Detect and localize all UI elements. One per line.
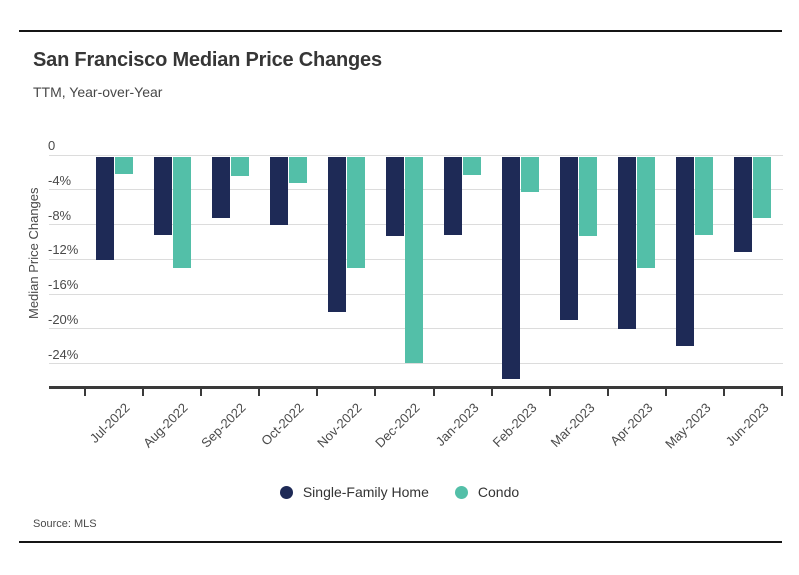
bar-single-family-home-jan-2023[interactable] bbox=[444, 156, 463, 235]
bottom-divider bbox=[19, 541, 782, 543]
x-axis-tick bbox=[258, 389, 261, 396]
bar-single-family-home-may-2023[interactable] bbox=[676, 156, 695, 347]
bar-single-family-home-oct-2022[interactable] bbox=[269, 156, 288, 225]
y-tick-label: -4% bbox=[48, 172, 72, 188]
legend: Single-Family Home Condo bbox=[0, 484, 799, 500]
x-axis-tick bbox=[200, 389, 203, 396]
bar-single-family-home-feb-2023[interactable] bbox=[502, 156, 521, 380]
bar-single-family-home-apr-2023[interactable] bbox=[618, 156, 637, 329]
y-tick-label: -12% bbox=[48, 242, 79, 258]
y-tick-label: -20% bbox=[48, 311, 79, 327]
x-axis-tick bbox=[548, 389, 551, 396]
gridline bbox=[49, 154, 783, 156]
bar-condo-dec-2022[interactable] bbox=[404, 156, 423, 363]
x-axis-tick bbox=[432, 389, 435, 396]
bar-condo-aug-2022[interactable] bbox=[172, 156, 191, 269]
y-tick-label: -16% bbox=[48, 277, 79, 293]
bar-single-family-home-sep-2022[interactable] bbox=[211, 156, 230, 218]
legend-item-single-family-home: Single-Family Home bbox=[279, 484, 429, 500]
bar-single-family-home-jun-2023[interactable] bbox=[734, 156, 753, 253]
bar-condo-jan-2023[interactable] bbox=[463, 156, 482, 175]
bar-single-family-home-jul-2022[interactable] bbox=[95, 156, 114, 261]
chart-subtitle: TTM, Year-over-Year bbox=[33, 84, 163, 100]
x-axis-tick bbox=[84, 389, 86, 396]
x-axis-tick bbox=[142, 389, 145, 396]
bar-single-family-home-mar-2023[interactable] bbox=[560, 156, 579, 321]
gridline bbox=[49, 363, 783, 365]
legend-circle-icon bbox=[454, 485, 468, 499]
legend-label: Condo bbox=[477, 484, 520, 500]
x-axis-tick bbox=[664, 389, 667, 396]
chart-title: San Francisco Median Price Changes bbox=[33, 49, 382, 71]
bar-condo-oct-2022[interactable] bbox=[288, 156, 307, 183]
x-axis-tick bbox=[374, 389, 377, 396]
bar-condo-nov-2022[interactable] bbox=[346, 156, 365, 269]
bar-condo-feb-2023[interactable] bbox=[521, 156, 540, 192]
y-tick-label: 0 bbox=[48, 138, 56, 153]
bar-condo-mar-2023[interactable] bbox=[579, 156, 598, 236]
y-tick-label: -24% bbox=[48, 346, 79, 362]
bar-single-family-home-nov-2022[interactable] bbox=[327, 156, 346, 313]
y-axis-title: Median Price Changes bbox=[26, 187, 41, 320]
bar-single-family-home-dec-2022[interactable] bbox=[385, 156, 404, 236]
plot-area: 0 -4% -8% -12% -16% -20% -24% Jul-2022 Aug-2022 S… bbox=[48, 138, 783, 451]
x-axis-tick bbox=[490, 389, 493, 396]
bar-condo-apr-2023[interactable] bbox=[637, 156, 656, 269]
x-axis-tick bbox=[606, 389, 609, 396]
bar-single-family-home-aug-2022[interactable] bbox=[153, 156, 172, 235]
bar-condo-jul-2022[interactable] bbox=[114, 156, 133, 175]
x-axis-tick bbox=[722, 389, 725, 396]
bar-condo-may-2023[interactable] bbox=[695, 156, 714, 235]
legend-circle-icon bbox=[279, 485, 293, 499]
legend-item-condo: Condo bbox=[454, 484, 520, 500]
x-axis-tick bbox=[316, 389, 319, 396]
bar-condo-jun-2023[interactable] bbox=[753, 156, 772, 218]
source-note: Source: MLS bbox=[33, 518, 97, 530]
legend-label: Single-Family Home bbox=[302, 484, 429, 500]
x-axis-line bbox=[49, 386, 783, 389]
y-tick-label: -8% bbox=[48, 207, 72, 223]
top-divider bbox=[19, 30, 782, 32]
bar-condo-sep-2022[interactable] bbox=[230, 156, 249, 176]
x-axis-tick bbox=[781, 389, 783, 396]
